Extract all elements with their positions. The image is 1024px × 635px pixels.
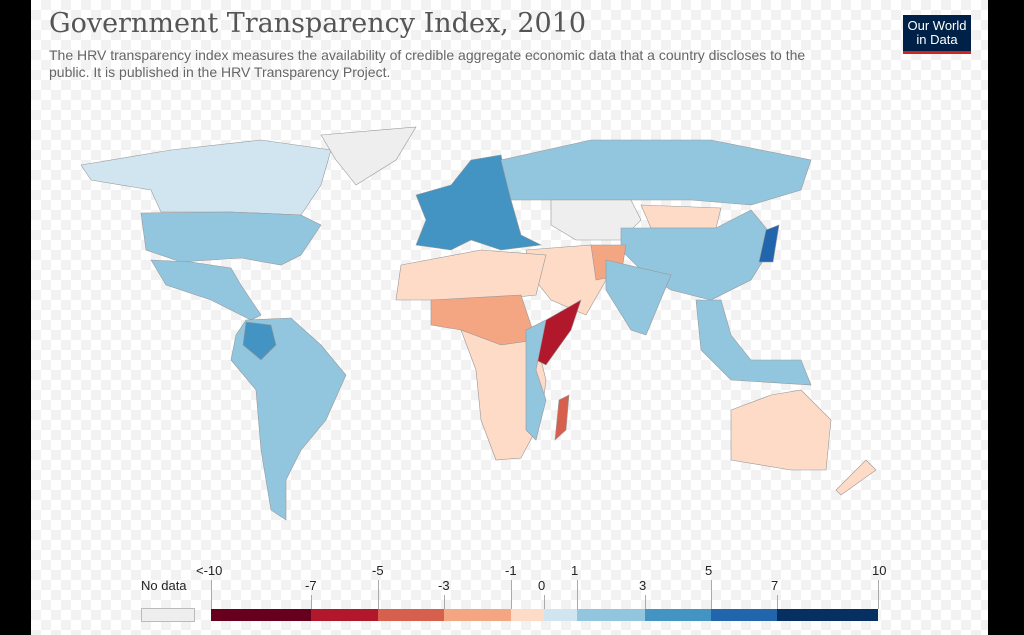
legend-bin[interactable] [645, 609, 711, 621]
legend-no-data-swatch[interactable] [141, 608, 195, 622]
logo-line1: Our World [907, 18, 967, 33]
legend-tick-line [711, 580, 712, 609]
legend-tick-line [878, 580, 879, 609]
country-mongolia[interactable]: Mongolia [640, 204, 722, 229]
legend-tick-label: 1 [571, 563, 579, 578]
country-colombia[interactable]: Colombia [242, 321, 277, 361]
country-europe[interactable]: Europe [415, 154, 543, 251]
country-new-zealand[interactable]: New Zealand [835, 459, 877, 496]
owid-logo[interactable]: Our World in Data [903, 15, 971, 54]
chart-canvas: Government Transparency Index, 2010 The … [31, 0, 988, 635]
country-russia[interactable]: Russia [500, 139, 812, 206]
legend-no-data-label: No data [141, 578, 187, 593]
country-south-america[interactable]: South America [230, 317, 347, 521]
legend-bin[interactable] [311, 609, 378, 621]
legend-tick-line [544, 595, 545, 609]
legend-tick-line [211, 580, 212, 609]
legend-tick-line [577, 580, 578, 609]
legend-tick-label: 5 [705, 563, 713, 578]
legend-bin[interactable] [577, 609, 645, 621]
legend-bin[interactable] [711, 609, 777, 621]
country-united-states[interactable]: United States [140, 211, 322, 266]
legend-bin[interactable] [777, 609, 878, 621]
country-east-africa[interactable]: East Africa [525, 319, 547, 441]
legend-tick-line [511, 580, 512, 609]
logo-line2: in Data [916, 32, 958, 47]
legend-tick-line [378, 580, 379, 609]
legend-bin[interactable] [444, 609, 511, 621]
chart-title: Government Transparency Index, 2010 [49, 8, 587, 39]
legend-tick-label: -3 [438, 578, 450, 593]
country-japan[interactable]: Japan [758, 224, 780, 263]
country-greenland[interactable]: Greenland [320, 126, 417, 186]
legend-bin[interactable] [544, 609, 577, 621]
legend-tick-line [311, 595, 312, 609]
legend-tick-label: 3 [639, 578, 647, 593]
legend-tick-label: -1 [505, 563, 517, 578]
country-central-southern-africa[interactable]: Central & Southern Africa [460, 329, 547, 461]
legend-bin[interactable] [378, 609, 444, 621]
country-sahel[interactable]: Sahel [430, 294, 537, 346]
country-southeast-asia[interactable]: Southeast Asia [695, 299, 812, 386]
world-map: CanadaGreenland United StatesMexico & Cen… [80, 126, 877, 521]
country-india[interactable]: India [605, 259, 672, 336]
legend-tick-line [777, 595, 778, 609]
legend-tick-label: -5 [372, 563, 384, 578]
legend-tick-label: <-10 [196, 563, 223, 578]
country-north-africa[interactable]: North Africa [395, 249, 547, 301]
legend-tick-label: 7 [771, 578, 779, 593]
legend-tick-line [444, 595, 445, 609]
country-canada[interactable]: Canada [80, 139, 332, 216]
legend-tick-label: 0 [538, 578, 546, 593]
legend-tick-label: -7 [305, 578, 317, 593]
legend-bin[interactable] [211, 609, 311, 621]
country-mexico-central-america[interactable]: Mexico & Central America [150, 259, 262, 321]
chart-subtitle: The HRV transparency index measures the … [49, 47, 806, 80]
country-australia[interactable]: Australia [730, 389, 832, 471]
country-madagascar[interactable]: Madagascar [554, 394, 570, 441]
legend-bin[interactable] [511, 609, 544, 621]
legend-tick-line [645, 595, 646, 609]
legend-tick-label: 10 [872, 563, 887, 578]
